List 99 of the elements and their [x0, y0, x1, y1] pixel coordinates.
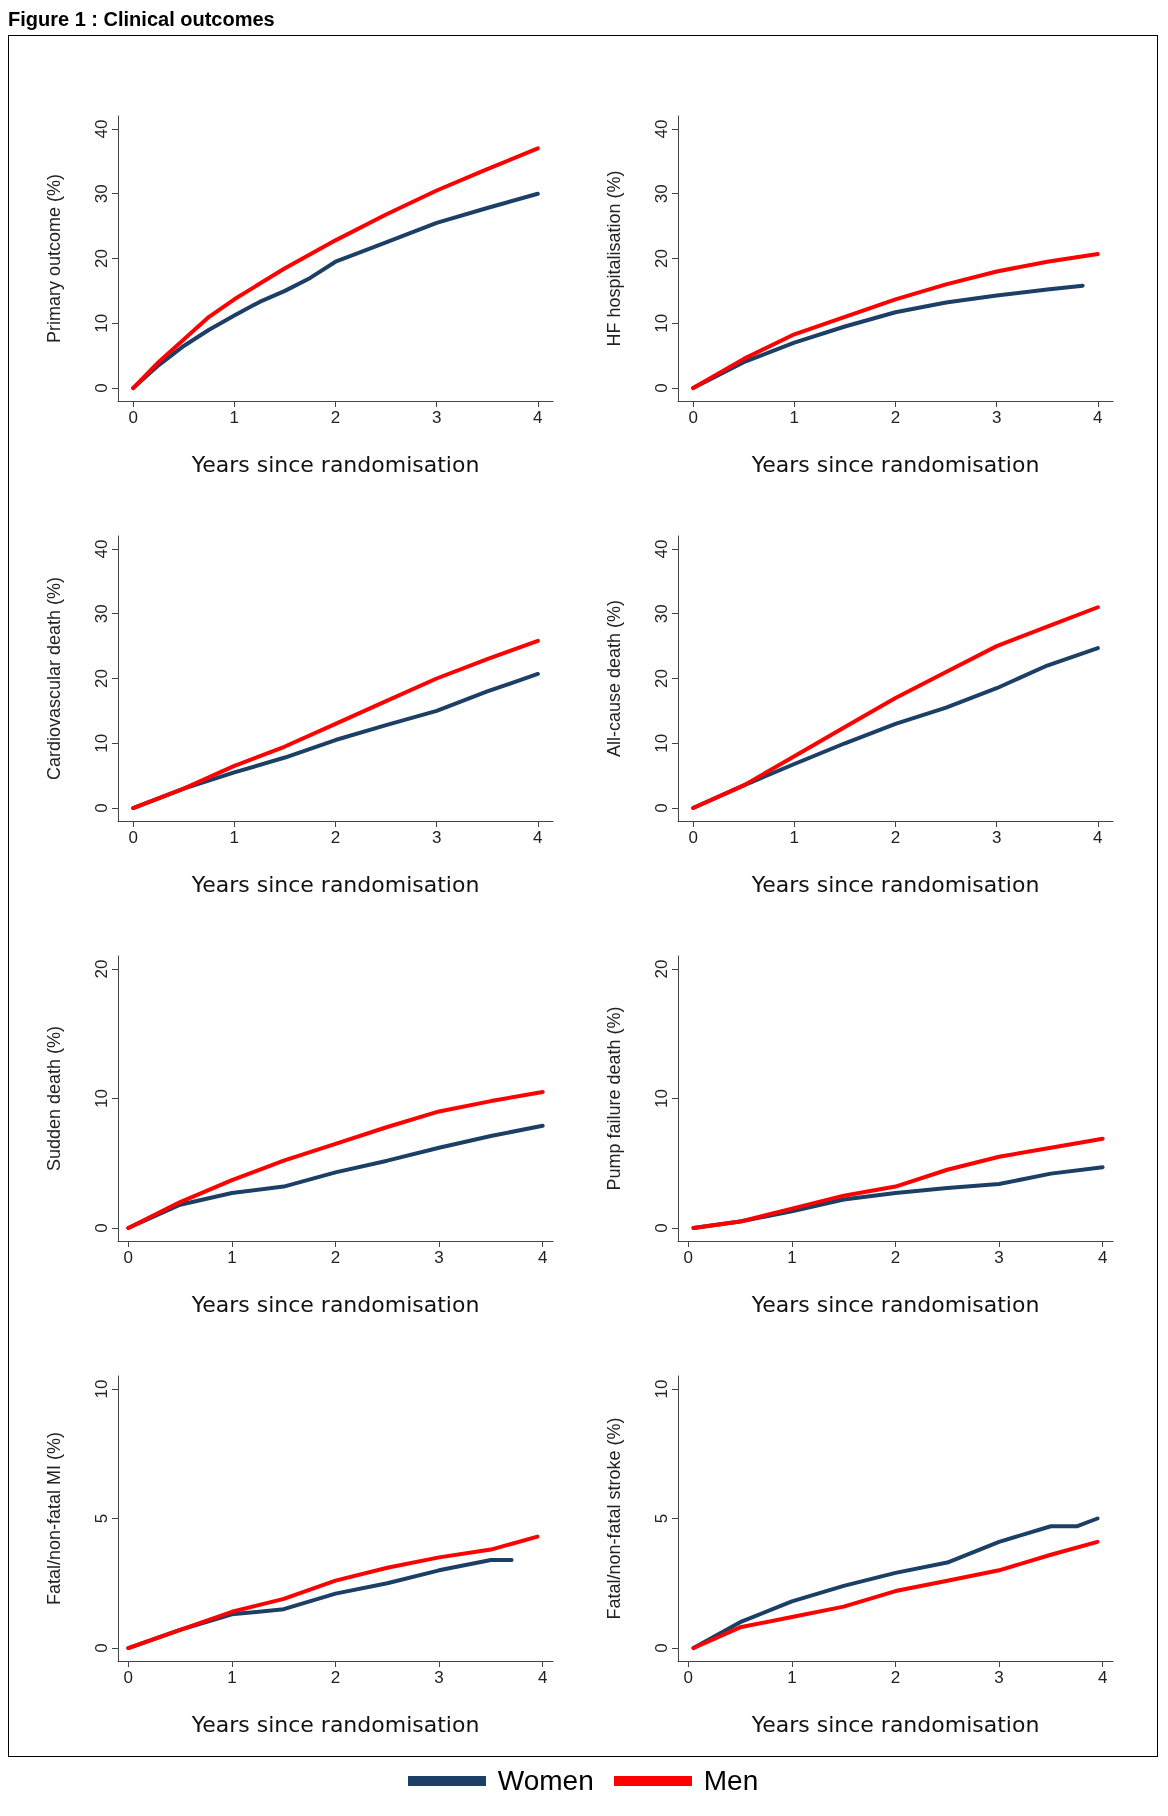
- x-tick-label: 0: [123, 1248, 134, 1267]
- y-tick-label: 40: [92, 539, 111, 559]
- y-tick-label: 0: [652, 383, 671, 393]
- y-tick-label: 20: [92, 669, 111, 688]
- y-tick-label: 10: [652, 733, 671, 753]
- line-series: [131, 146, 540, 391]
- x-tick-label: 2: [330, 828, 341, 847]
- x-tick-label: 3: [434, 1248, 444, 1267]
- x-tick-label: 1: [227, 1668, 237, 1687]
- x-tick-label: 2: [890, 408, 901, 427]
- y-tick-label: 30: [92, 604, 111, 624]
- x-tick-label: 4: [533, 408, 543, 427]
- x-tick-label: 1: [227, 1248, 237, 1267]
- x-tick-label: 3: [431, 408, 442, 427]
- y-tick-label: 0: [652, 1223, 671, 1233]
- line-series: [691, 251, 1100, 391]
- x-tick-label: 3: [991, 828, 1002, 847]
- y-tick-label: 10: [92, 1089, 111, 1108]
- y-tick-label: 0: [92, 1223, 111, 1233]
- y-tick-label: 20: [92, 249, 111, 268]
- x-tick-label: 4: [1093, 828, 1103, 847]
- y-tick-label: 30: [92, 184, 111, 204]
- y-tick-label: 5: [92, 1513, 111, 1524]
- y-tick-label: 0: [92, 1643, 111, 1653]
- y-tick-label: 40: [652, 119, 671, 139]
- y-tick-label: 40: [652, 539, 671, 559]
- y-axis-title: Sudden death (%): [44, 1025, 64, 1172]
- y-tick-label: 10: [652, 313, 671, 333]
- line-series: [691, 1539, 1100, 1651]
- x-tick-label: 3: [994, 1248, 1004, 1267]
- legend-label: Men: [703, 1765, 759, 1797]
- y-tick-label: 5: [652, 1513, 671, 1524]
- chart-title: Figure 1 : Clinical outcomes: [8, 8, 276, 31]
- y-axis-title: Fatal/non-fatal MI (%): [44, 1431, 64, 1606]
- y-tick-label: 10: [92, 1379, 111, 1399]
- y-tick-label: 10: [92, 733, 111, 753]
- y-tick-label: 20: [92, 959, 111, 979]
- line-series: [126, 1534, 540, 1651]
- x-tick-label: 3: [991, 408, 1002, 427]
- y-tick-label: 10: [652, 1089, 671, 1108]
- line-series: [691, 605, 1100, 811]
- x-axis-title: Years since randomisation: [750, 1711, 1040, 1737]
- x-tick-label: 0: [128, 828, 138, 847]
- x-axis-title: Years since randomisation: [190, 451, 480, 477]
- x-tick-label: 1: [789, 828, 800, 847]
- y-tick-label: 0: [652, 1643, 671, 1653]
- x-axis-title: Years since randomisation: [750, 1291, 1040, 1317]
- y-tick-label: 20: [652, 959, 671, 979]
- y-axis-title: Fatal/non-fatal stroke (%): [604, 1417, 624, 1620]
- x-tick-label: 1: [787, 1668, 797, 1687]
- x-tick-label: 0: [683, 1668, 694, 1687]
- y-tick-label: 20: [652, 249, 671, 268]
- x-tick-label: 1: [229, 408, 240, 427]
- x-tick-label: 4: [533, 828, 543, 847]
- x-tick-label: 2: [330, 1668, 341, 1687]
- x-axis-title: Years since randomisation: [190, 1711, 480, 1737]
- y-tick-label: 10: [652, 1379, 671, 1399]
- x-tick-label: 4: [1097, 1668, 1108, 1687]
- y-axis-title: HF hospitalisation (%): [604, 170, 624, 347]
- line-series: [126, 1090, 545, 1231]
- y-tick-label: 20: [652, 669, 671, 688]
- x-tick-label: 1: [229, 828, 240, 847]
- y-axis-title: Pump failure death (%): [604, 1006, 624, 1191]
- x-axis-title: Years since randomisation: [750, 871, 1040, 897]
- y-tick-label: 10: [92, 313, 111, 333]
- y-axis-title: Primary outcome (%): [44, 173, 64, 344]
- x-tick-label: 3: [434, 1668, 444, 1687]
- y-tick-label: 0: [92, 383, 111, 393]
- x-tick-label: 4: [1093, 408, 1103, 427]
- x-tick-label: 3: [431, 828, 442, 847]
- y-axis-title: Cardiovascular death (%): [44, 576, 64, 781]
- x-axis-title: Years since randomisation: [750, 451, 1040, 477]
- y-tick-label: 30: [652, 604, 671, 624]
- y-tick-label: 30: [652, 184, 671, 204]
- x-tick-label: 3: [994, 1668, 1004, 1687]
- x-axis-title: Years since randomisation: [190, 871, 480, 897]
- x-tick-label: 2: [330, 1248, 341, 1267]
- x-tick-label: 2: [330, 408, 341, 427]
- y-axis-title: All-cause death (%): [604, 599, 624, 758]
- x-tick-label: 0: [123, 1668, 134, 1687]
- x-tick-label: 4: [1097, 1248, 1108, 1267]
- x-tick-label: 4: [537, 1668, 548, 1687]
- x-tick-label: 0: [688, 828, 698, 847]
- x-tick-label: 1: [787, 1248, 797, 1267]
- x-tick-label: 0: [688, 408, 698, 427]
- line-series: [691, 1136, 1105, 1231]
- x-tick-label: 0: [128, 408, 138, 427]
- x-tick-label: 2: [890, 828, 901, 847]
- line-series: [131, 638, 540, 811]
- y-tick-label: 40: [92, 119, 111, 139]
- x-tick-label: 1: [789, 408, 800, 427]
- x-tick-label: 2: [890, 1248, 901, 1267]
- legend-label: Women: [497, 1765, 594, 1797]
- x-tick-label: 4: [537, 1248, 548, 1267]
- x-axis-title: Years since randomisation: [190, 1291, 480, 1317]
- y-tick-label: 0: [92, 803, 111, 813]
- y-tick-label: 0: [652, 803, 671, 813]
- x-tick-label: 2: [890, 1668, 901, 1687]
- x-tick-label: 0: [683, 1248, 694, 1267]
